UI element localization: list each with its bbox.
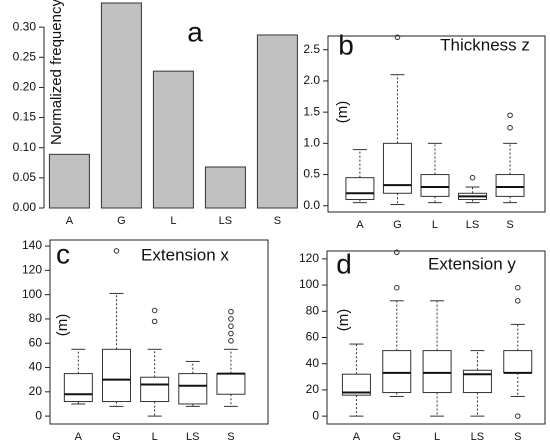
panel-title: Extension y bbox=[428, 254, 516, 273]
outlier bbox=[228, 330, 234, 337]
x-tick-label: L bbox=[152, 431, 158, 443]
y-tick-label: 0.0 bbox=[303, 198, 320, 212]
bar bbox=[48, 153, 90, 209]
x-tick-label: LS bbox=[466, 219, 479, 231]
plot-frame bbox=[49, 239, 269, 425]
y-tick-label: 2.5 bbox=[303, 42, 320, 56]
y-tick-label: 0.5 bbox=[303, 167, 320, 181]
y-tick-label: 0.15 bbox=[13, 110, 37, 124]
y-tick-label: 140 bbox=[22, 238, 42, 252]
plot-frame bbox=[327, 35, 546, 213]
outlier bbox=[514, 284, 521, 291]
bar bbox=[256, 34, 298, 209]
box bbox=[420, 174, 450, 197]
box bbox=[495, 174, 525, 197]
y-tick-label: 1.5 bbox=[303, 104, 320, 118]
box bbox=[341, 373, 371, 396]
x-tick-label: G bbox=[393, 219, 402, 231]
x-tick-label: A bbox=[356, 219, 364, 231]
box bbox=[63, 373, 93, 403]
y-tick-label: 60 bbox=[306, 330, 320, 344]
y-tick-label: 0 bbox=[35, 408, 42, 422]
panel-letter: b bbox=[338, 29, 354, 60]
outlier bbox=[228, 338, 234, 344]
y-tick-label: 80 bbox=[306, 303, 320, 317]
box bbox=[382, 350, 412, 394]
box bbox=[345, 177, 375, 201]
outlier bbox=[228, 323, 234, 330]
y-axis-label: (m) bbox=[334, 101, 351, 124]
bar bbox=[152, 70, 194, 209]
box bbox=[178, 373, 208, 405]
x-tick-label: G bbox=[392, 431, 401, 443]
panel-letter: a bbox=[187, 16, 203, 47]
y-tick-label: 120 bbox=[299, 251, 319, 265]
x-tick-label: S bbox=[227, 431, 234, 443]
bar bbox=[204, 166, 246, 209]
x-tick-label: G bbox=[112, 431, 121, 443]
panel-title: Thickness z bbox=[440, 35, 530, 54]
box bbox=[101, 348, 131, 403]
outlier bbox=[507, 124, 513, 131]
y-tick-label: 20 bbox=[29, 384, 43, 398]
y-tick-label: 1.0 bbox=[303, 136, 320, 150]
x-tick-label: S bbox=[506, 219, 513, 231]
bar bbox=[100, 2, 142, 209]
panel-letter: d bbox=[336, 248, 352, 279]
y-tick-label: 120 bbox=[22, 263, 42, 277]
y-tick-label: 0.20 bbox=[13, 80, 37, 94]
box bbox=[462, 369, 492, 394]
x-tick-label: LS bbox=[186, 431, 199, 443]
x-tick-label: A bbox=[353, 431, 361, 443]
plot-frame bbox=[326, 250, 546, 425]
outlier bbox=[228, 316, 234, 322]
x-tick-label: S bbox=[274, 215, 281, 227]
x-tick-label: A bbox=[75, 431, 83, 443]
box bbox=[422, 350, 452, 394]
y-tick-label: 80 bbox=[29, 311, 43, 325]
outlier bbox=[228, 308, 234, 315]
box bbox=[216, 373, 246, 395]
y-tick-label: 0.30 bbox=[13, 19, 37, 33]
box bbox=[503, 350, 533, 374]
y-tick-label: 20 bbox=[306, 382, 320, 396]
panel-title: Extension x bbox=[141, 245, 229, 264]
y-tick-label: 60 bbox=[29, 335, 43, 349]
y-tick-label: 0.25 bbox=[13, 49, 37, 63]
outlier bbox=[394, 34, 401, 41]
y-tick-label: 40 bbox=[29, 360, 43, 374]
x-tick-label: A bbox=[66, 215, 74, 227]
x-tick-label: LS bbox=[219, 215, 232, 227]
x-tick-label: G bbox=[117, 215, 126, 227]
outlier bbox=[514, 298, 521, 304]
y-tick-label: 100 bbox=[299, 277, 319, 291]
y-tick-label: 40 bbox=[306, 356, 320, 370]
panel-letter: c bbox=[56, 238, 70, 269]
y-tick-label: 0.00 bbox=[13, 200, 37, 214]
x-tick-label: L bbox=[434, 431, 440, 443]
y-tick-label: 0 bbox=[312, 408, 319, 422]
outlier bbox=[151, 318, 158, 325]
y-tick-label: 2.0 bbox=[303, 73, 320, 87]
outlier bbox=[113, 248, 120, 254]
y-axis-label: (m) bbox=[54, 314, 71, 337]
y-tick-label: 100 bbox=[22, 287, 42, 301]
outlier bbox=[393, 284, 400, 291]
x-tick-label: LS bbox=[471, 431, 484, 443]
outlier bbox=[393, 249, 400, 256]
outlier bbox=[151, 307, 158, 314]
x-tick-label: L bbox=[170, 215, 176, 227]
x-tick-label: L bbox=[432, 219, 438, 231]
x-tick-label: S bbox=[514, 431, 521, 443]
outlier bbox=[469, 174, 476, 181]
outlier bbox=[514, 413, 521, 419]
outlier bbox=[507, 112, 513, 119]
y-axis-label: Normalized frequency bbox=[48, 0, 65, 145]
y-axis-label: (m) bbox=[335, 309, 352, 332]
y-tick-label: 0.05 bbox=[13, 170, 37, 184]
box bbox=[140, 376, 170, 403]
y-tick-label: 0.10 bbox=[13, 140, 37, 154]
